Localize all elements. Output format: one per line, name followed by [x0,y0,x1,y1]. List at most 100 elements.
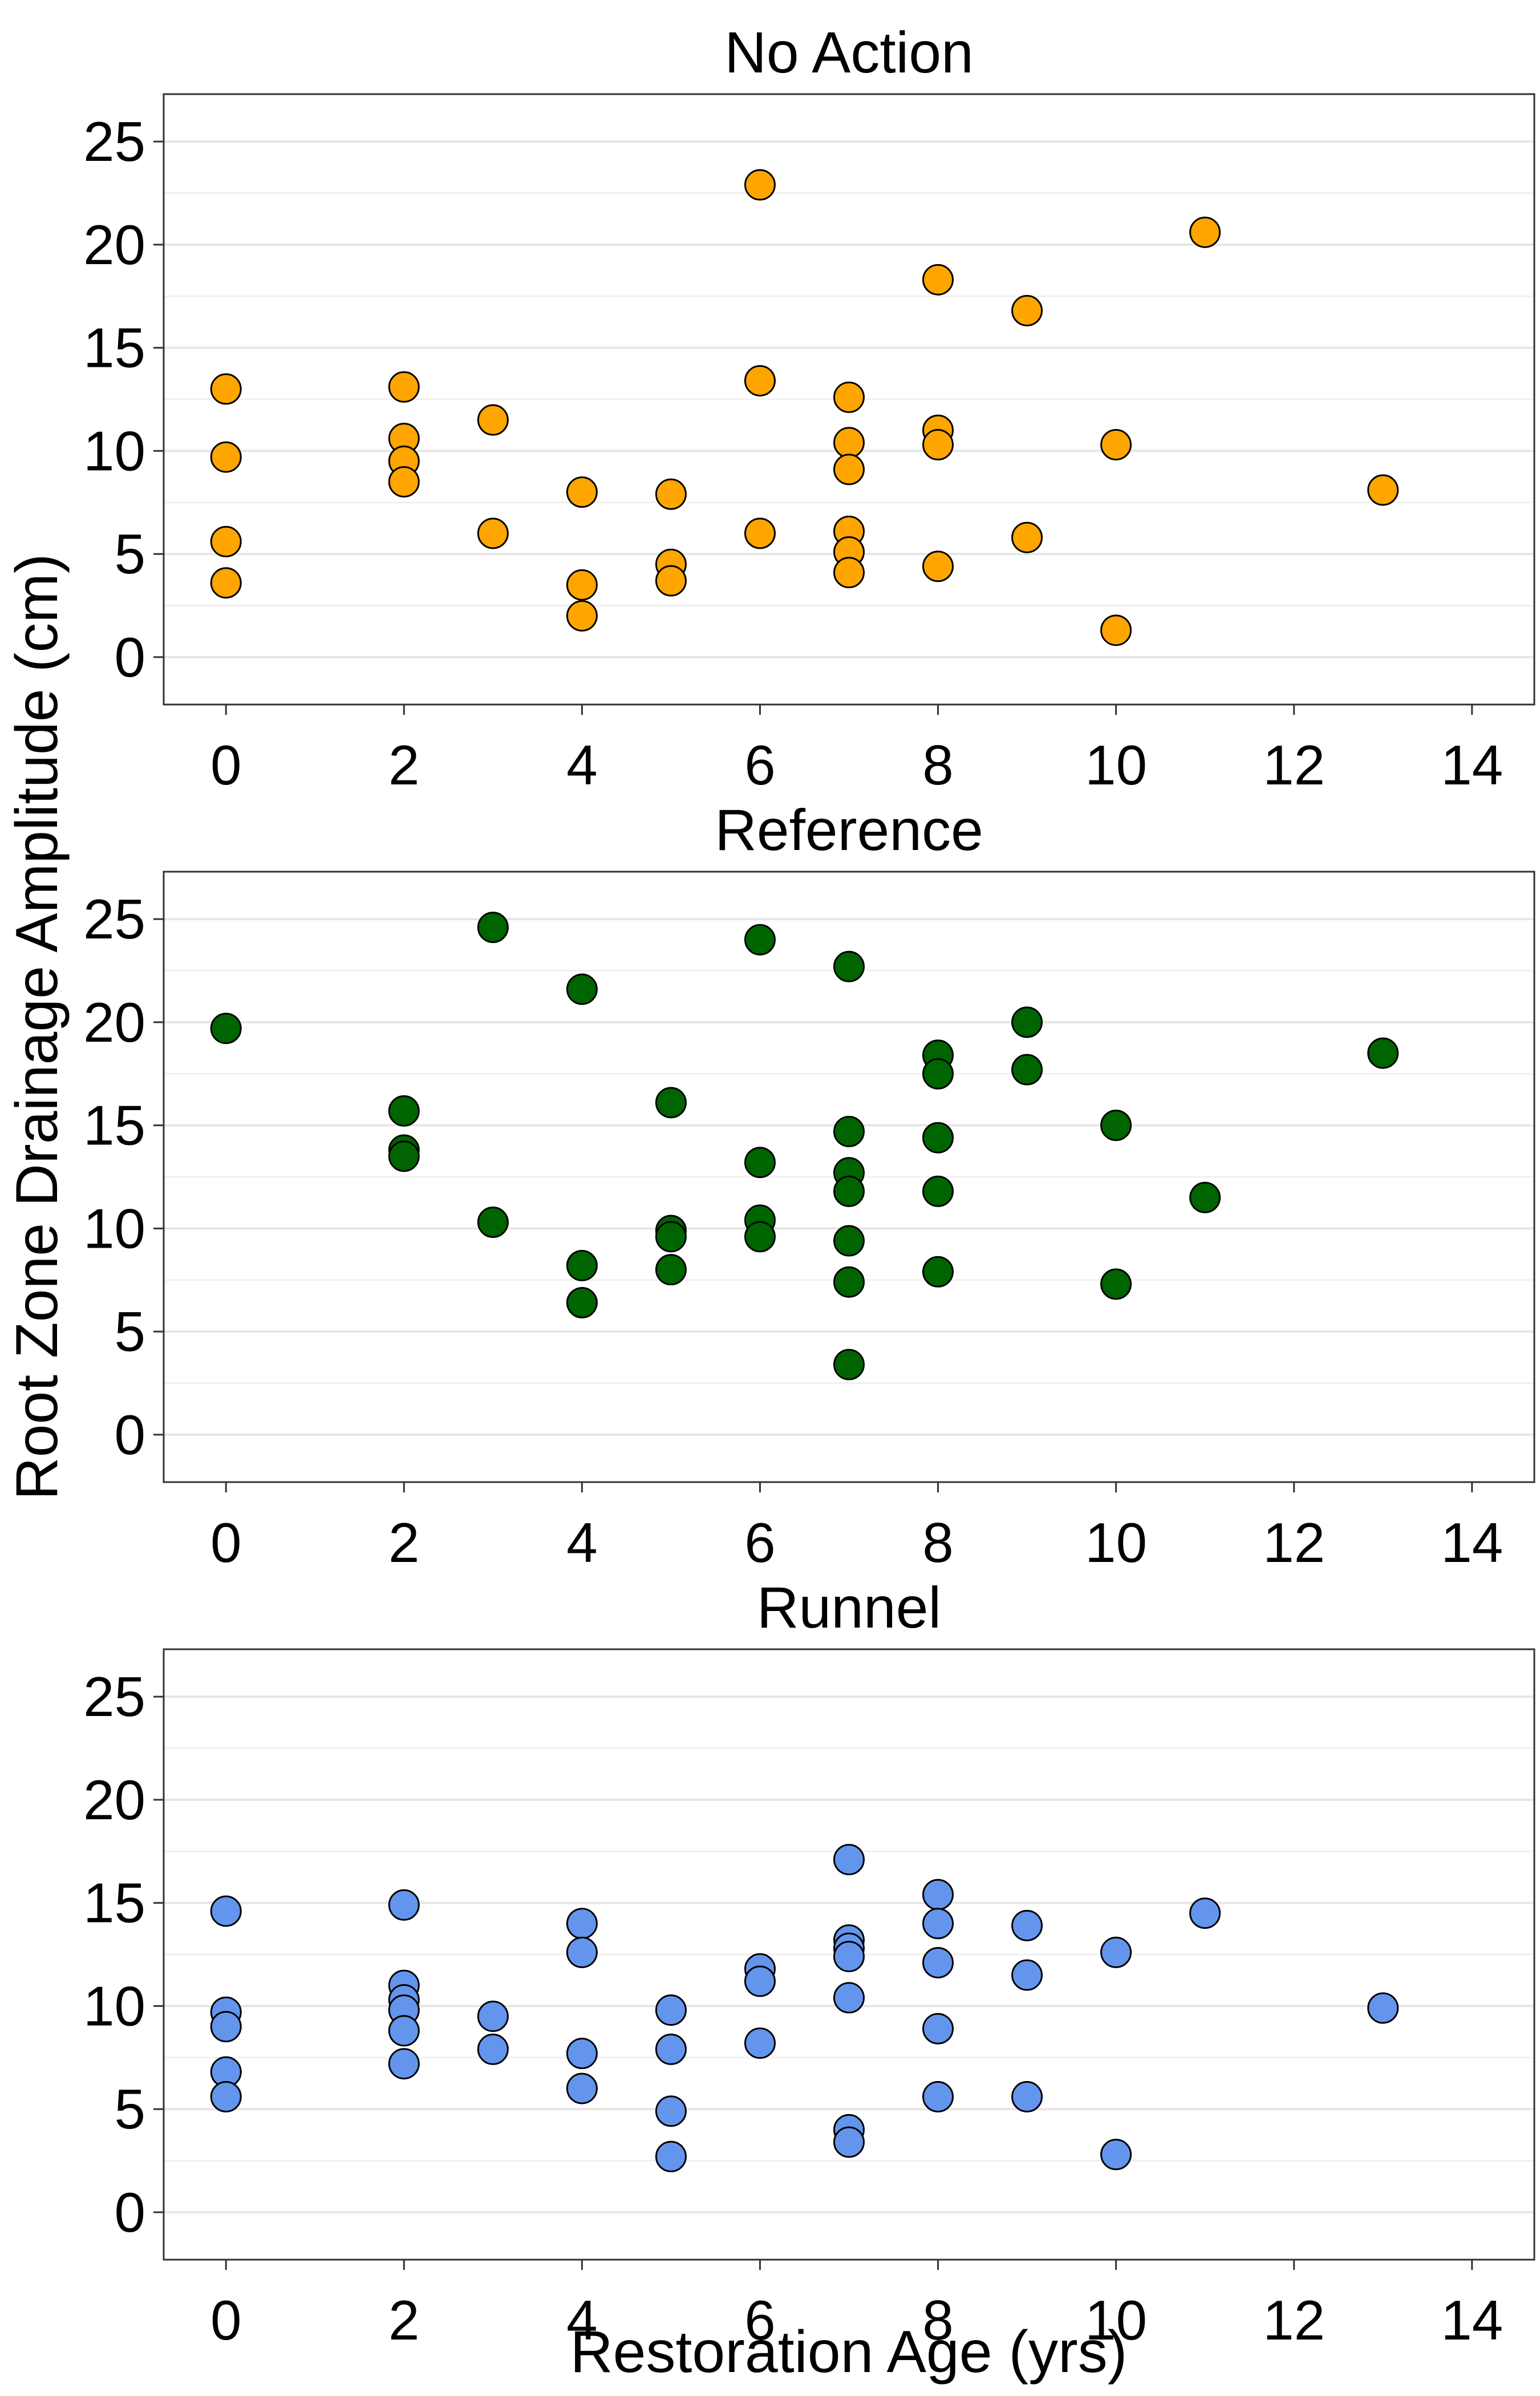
data-point [1189,216,1221,248]
data-point [833,1349,865,1381]
data-point [833,2126,865,2158]
data-point [833,1175,865,1207]
data-point [655,2140,687,2172]
x-tick-label: 10 [1085,734,1147,796]
x-tick-label: 0 [210,2289,242,2352]
data-point [922,551,954,582]
data-point [922,2013,954,2045]
data-point [922,264,954,296]
panel-title: Runnel [757,1575,941,1640]
data-point [388,1889,420,1921]
data-point [833,950,865,982]
data-point [655,2033,687,2065]
data-point [566,1287,598,1319]
panel-reference: Reference 0 5 10 15 20 25 0 2 4 6 8 10 12 14 [83,798,1535,1574]
x-tick-label: 8 [922,2289,954,2352]
y-tick-label: 5 [114,2078,145,2140]
data-point [566,569,598,601]
data-point [1100,1268,1132,1300]
data-point [566,1936,598,1968]
y-tick-label: 20 [83,1768,145,1831]
x-tick-label: 8 [922,734,954,796]
data-point [1011,295,1043,327]
y-tick-label: 15 [83,1872,145,1934]
data-point [210,525,242,557]
data-point [744,169,776,201]
data-point [744,924,776,956]
x-tick-label: 12 [1263,2289,1325,2352]
data-point [1011,521,1043,553]
data-point [1100,614,1132,646]
data-point [922,429,954,461]
x-tick-label: 2 [388,734,420,796]
data-point [1011,2081,1043,2112]
data-point [210,1013,242,1045]
data-point [566,973,598,1005]
panel-border [163,93,1535,706]
points-reference [210,912,1399,1381]
data-point [744,1221,776,1253]
x-tick-label: 14 [1441,1511,1503,1574]
data-point [655,2095,687,2127]
y-tick-label: 25 [83,110,145,173]
x-tick-label: 14 [1441,734,1503,796]
data-point [1011,1054,1043,1086]
y-tick-label: 20 [83,213,145,276]
data-point [744,365,776,396]
panel-title: Reference [715,798,983,863]
data-point [477,517,509,549]
data-point [655,1994,687,2026]
x-tick-label: 6 [744,734,776,796]
y-tick-label: 20 [83,991,145,1054]
x-tick-label: 0 [210,1511,242,1574]
y-tick-label: 5 [114,1300,145,1363]
data-point [655,1254,687,1286]
data-point [1011,1006,1043,1038]
data-point [922,2081,954,2112]
y-tick-label: 10 [83,419,145,482]
panel-title: No Action [724,20,974,85]
panel-border [163,1648,1535,2261]
data-point [1367,474,1399,506]
data-point [1189,1181,1221,1213]
data-point [388,1095,420,1127]
x-tick-label: 8 [922,1511,954,1574]
data-point [566,2038,598,2070]
data-point [477,2033,509,2065]
x-tick-label: 10 [1085,1511,1147,1574]
data-point [655,1087,687,1119]
data-point [1367,1992,1399,2024]
y-tick-label: 0 [114,1403,145,1466]
data-point [1100,1936,1132,1968]
x-axis-title: Restoration Age (yrs) [570,2319,1128,2385]
y-tick-label: 25 [83,1665,145,1728]
points-runnel [210,1844,1399,2172]
x-tick-label: 0 [210,734,242,796]
y-tick-label: 10 [83,1197,145,1260]
x-tick-label: 10 [1085,2289,1147,2352]
x-tick-label: 2 [388,2289,420,2352]
y-tick-label: 15 [83,317,145,379]
data-point [388,2015,420,2047]
data-point [922,1946,954,1978]
data-point [210,2011,242,2043]
x-tick-label: 4 [566,1511,598,1574]
data-point [388,466,420,498]
data-point [566,600,598,632]
x-tick-label: 12 [1263,1511,1325,1574]
y-tick-label: 25 [83,888,145,950]
data-point [388,1140,420,1172]
data-point [1011,1909,1043,1941]
data-point [477,404,509,436]
data-point [1100,2139,1132,2171]
data-point [833,427,865,459]
data-point [833,1115,865,1147]
data-point [210,2081,242,2112]
data-point [922,1122,954,1154]
x-tick-label: 14 [1441,2289,1503,2352]
data-point [922,1908,954,1940]
panel-no-action: No Action 0 5 10 15 20 25 0 2 4 6 8 10 12 14 [83,20,1535,796]
data-point [210,567,242,599]
data-point [477,1207,509,1239]
